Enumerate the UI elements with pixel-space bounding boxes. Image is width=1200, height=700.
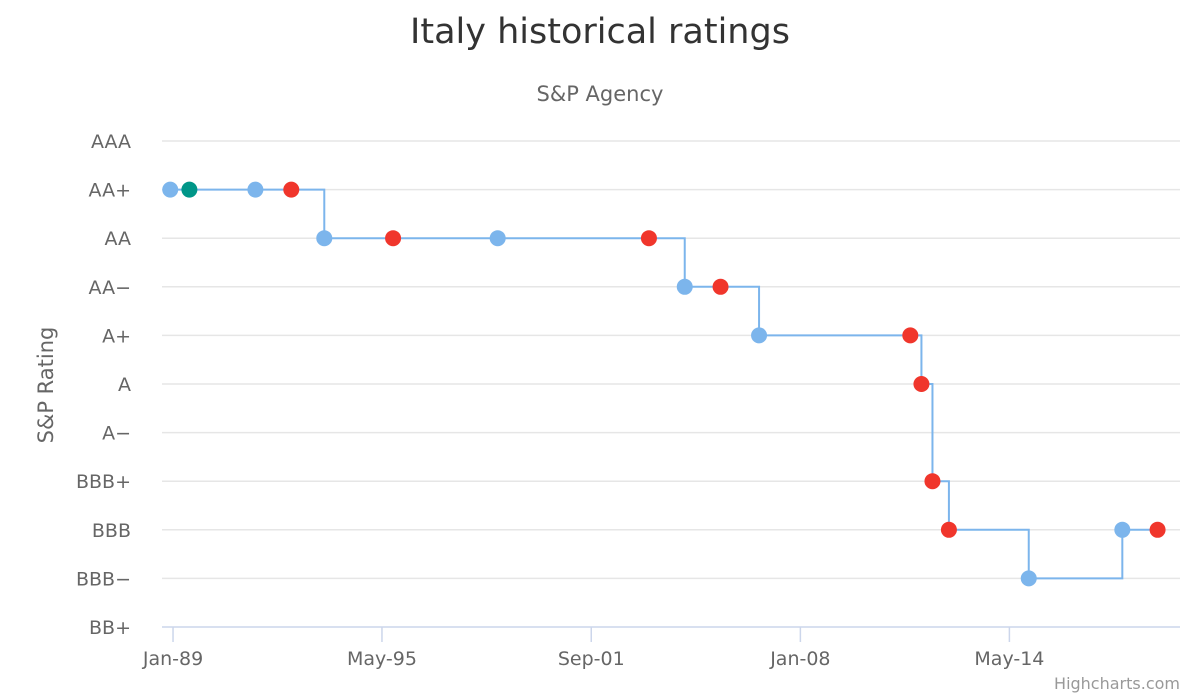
data-point-12[interactable] xyxy=(913,376,930,392)
x-tick-label: Jan-89 xyxy=(142,648,203,670)
credits-link[interactable]: Highcharts.com xyxy=(1054,674,1180,693)
data-point-5[interactable] xyxy=(385,230,402,247)
series-line xyxy=(170,188,1158,580)
y-tick-label: AAA xyxy=(91,131,131,153)
y-tick-label: A+ xyxy=(102,325,131,347)
chart-title: Italy historical ratings xyxy=(410,12,790,52)
y-tick-label: BBB+ xyxy=(76,471,131,493)
data-point-13[interactable] xyxy=(924,473,941,490)
data-points[interactable] xyxy=(162,181,1166,587)
data-point-1[interactable] xyxy=(181,181,198,198)
y-tick-label: A xyxy=(118,374,131,396)
x-tick-label: Sep-01 xyxy=(558,648,625,670)
x-tick-label: May-14 xyxy=(974,648,1044,670)
data-point-6[interactable] xyxy=(489,230,506,247)
data-point-11[interactable] xyxy=(902,327,919,344)
y-tick-label: BBB xyxy=(92,520,131,542)
y-tick-label: AA xyxy=(104,228,131,250)
data-point-3[interactable] xyxy=(283,181,300,198)
series-step-line xyxy=(170,188,1158,580)
data-point-15[interactable] xyxy=(1020,570,1037,587)
x-tick-label: Jan-08 xyxy=(769,648,830,670)
data-point-2[interactable] xyxy=(247,181,264,198)
data-point-9[interactable] xyxy=(712,278,729,295)
x-tick-label: May-95 xyxy=(347,648,417,670)
data-point-4[interactable] xyxy=(316,230,333,247)
data-point-7[interactable] xyxy=(640,230,657,247)
y-tick-label: BBB− xyxy=(76,568,131,590)
data-point-0[interactable] xyxy=(162,181,179,198)
y-tick-label: AA− xyxy=(89,277,131,299)
chart-subtitle: S&P Agency xyxy=(536,82,664,106)
data-point-10[interactable] xyxy=(751,327,768,344)
data-point-16[interactable] xyxy=(1114,521,1131,538)
y-tick-label: A− xyxy=(102,423,131,445)
data-point-8[interactable] xyxy=(676,278,693,295)
grid-lines xyxy=(162,140,1180,580)
y-axis-title: S&P Rating xyxy=(34,327,58,444)
data-point-14[interactable] xyxy=(940,521,957,538)
y-tick-label: BB+ xyxy=(89,617,131,639)
data-point-17[interactable] xyxy=(1149,521,1166,538)
y-tick-label: AA+ xyxy=(89,180,131,202)
